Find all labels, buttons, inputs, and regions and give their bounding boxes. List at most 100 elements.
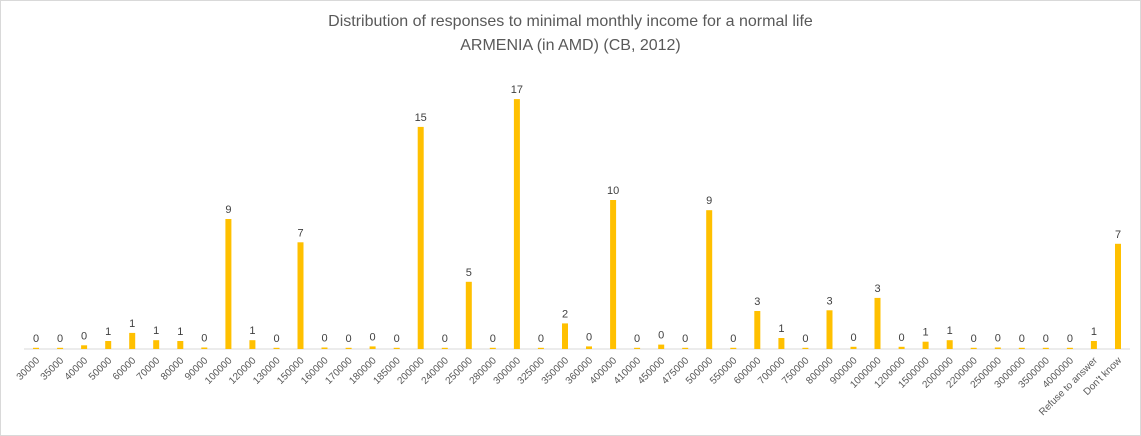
data-label: 0 [370, 331, 376, 343]
bar [513, 99, 520, 349]
data-label: 1 [153, 325, 159, 337]
data-label: 9 [225, 204, 231, 216]
data-label: 0 [899, 332, 905, 344]
bar [946, 340, 953, 349]
bar [682, 347, 689, 349]
bar [730, 347, 737, 349]
bar [826, 310, 833, 349]
bar [249, 340, 256, 349]
bar [273, 347, 280, 349]
bar [922, 341, 929, 349]
bar [610, 200, 617, 349]
x-tick-label: 35000 [39, 355, 67, 383]
data-label: 0 [850, 332, 856, 344]
data-label: 7 [1115, 229, 1121, 241]
data-label: 0 [394, 333, 400, 345]
data-label: 0 [995, 333, 1001, 345]
x-tick-label: 70000 [135, 355, 163, 383]
data-label: 0 [730, 333, 736, 345]
bar [1042, 347, 1049, 349]
data-label: 0 [346, 333, 352, 345]
bar [105, 341, 112, 349]
data-label: 7 [297, 227, 303, 239]
data-label: 1 [129, 318, 135, 330]
bar [850, 346, 857, 349]
data-label: 1 [778, 323, 784, 335]
bar [57, 347, 64, 349]
data-label: 0 [658, 330, 664, 342]
bar [33, 347, 39, 349]
bar [321, 347, 328, 349]
data-label: 0 [1019, 333, 1025, 345]
data-label: 15 [415, 112, 427, 124]
bar [201, 347, 208, 349]
data-label: 0 [273, 333, 279, 345]
data-label: 1 [105, 326, 111, 338]
data-label: 1 [177, 326, 183, 338]
data-label: 1 [923, 327, 929, 339]
bar [658, 344, 665, 349]
data-label: 3 [754, 296, 760, 308]
bar [706, 210, 713, 349]
bar [225, 219, 232, 349]
bar [802, 347, 809, 349]
x-tick-label: 80000 [159, 355, 187, 383]
data-label: 0 [57, 333, 63, 345]
bar [177, 341, 184, 349]
x-tick-label: 40000 [63, 355, 91, 383]
data-label: 0 [81, 330, 87, 342]
x-tick-label: 60000 [111, 355, 139, 383]
bar [81, 345, 88, 349]
bar [297, 242, 304, 349]
bar [898, 346, 905, 349]
bar [970, 347, 977, 349]
data-label: 9 [706, 195, 712, 207]
bar [369, 346, 376, 349]
data-label: 0 [538, 333, 544, 345]
data-label: 1 [1091, 326, 1097, 338]
data-label: 0 [490, 333, 496, 345]
data-label: 0 [33, 333, 39, 345]
bar [129, 332, 136, 349]
data-label: 10 [607, 185, 619, 197]
x-tick-label: 30000 [15, 355, 43, 383]
data-label: 0 [442, 333, 448, 345]
chart-subtitle: ARMENIA (in AMD) (CB, 2012) [460, 37, 681, 54]
bar [465, 281, 472, 349]
bar [393, 347, 400, 349]
data-label: 0 [971, 333, 977, 345]
bar [1066, 347, 1073, 349]
x-tick-label: 50000 [87, 355, 115, 383]
bar [754, 311, 761, 349]
data-label: 2 [562, 308, 568, 320]
data-label: 1 [947, 325, 953, 337]
bar [634, 347, 641, 349]
data-label: 5 [466, 267, 472, 279]
bar [489, 347, 496, 349]
data-label: 0 [802, 333, 808, 345]
bar [417, 126, 424, 350]
data-label: 1 [249, 325, 255, 337]
bar [1018, 347, 1025, 349]
data-label: 0 [1043, 333, 1049, 345]
data-label: 3 [874, 283, 880, 295]
bar [994, 347, 1001, 349]
bar [345, 347, 352, 349]
data-label: 0 [201, 333, 207, 345]
bar [562, 323, 568, 349]
data-label: 0 [682, 333, 688, 345]
bar [1090, 341, 1097, 349]
data-label: 3 [826, 295, 832, 307]
data-label: 0 [586, 331, 592, 343]
bar [1115, 243, 1121, 349]
data-label: 0 [1067, 333, 1073, 345]
bar [874, 297, 881, 349]
bar [153, 340, 160, 349]
bar [586, 346, 592, 349]
data-label: 17 [511, 84, 523, 96]
bar [778, 338, 785, 349]
bar [441, 347, 448, 349]
data-label: 0 [321, 333, 327, 345]
data-label: 0 [634, 333, 640, 345]
